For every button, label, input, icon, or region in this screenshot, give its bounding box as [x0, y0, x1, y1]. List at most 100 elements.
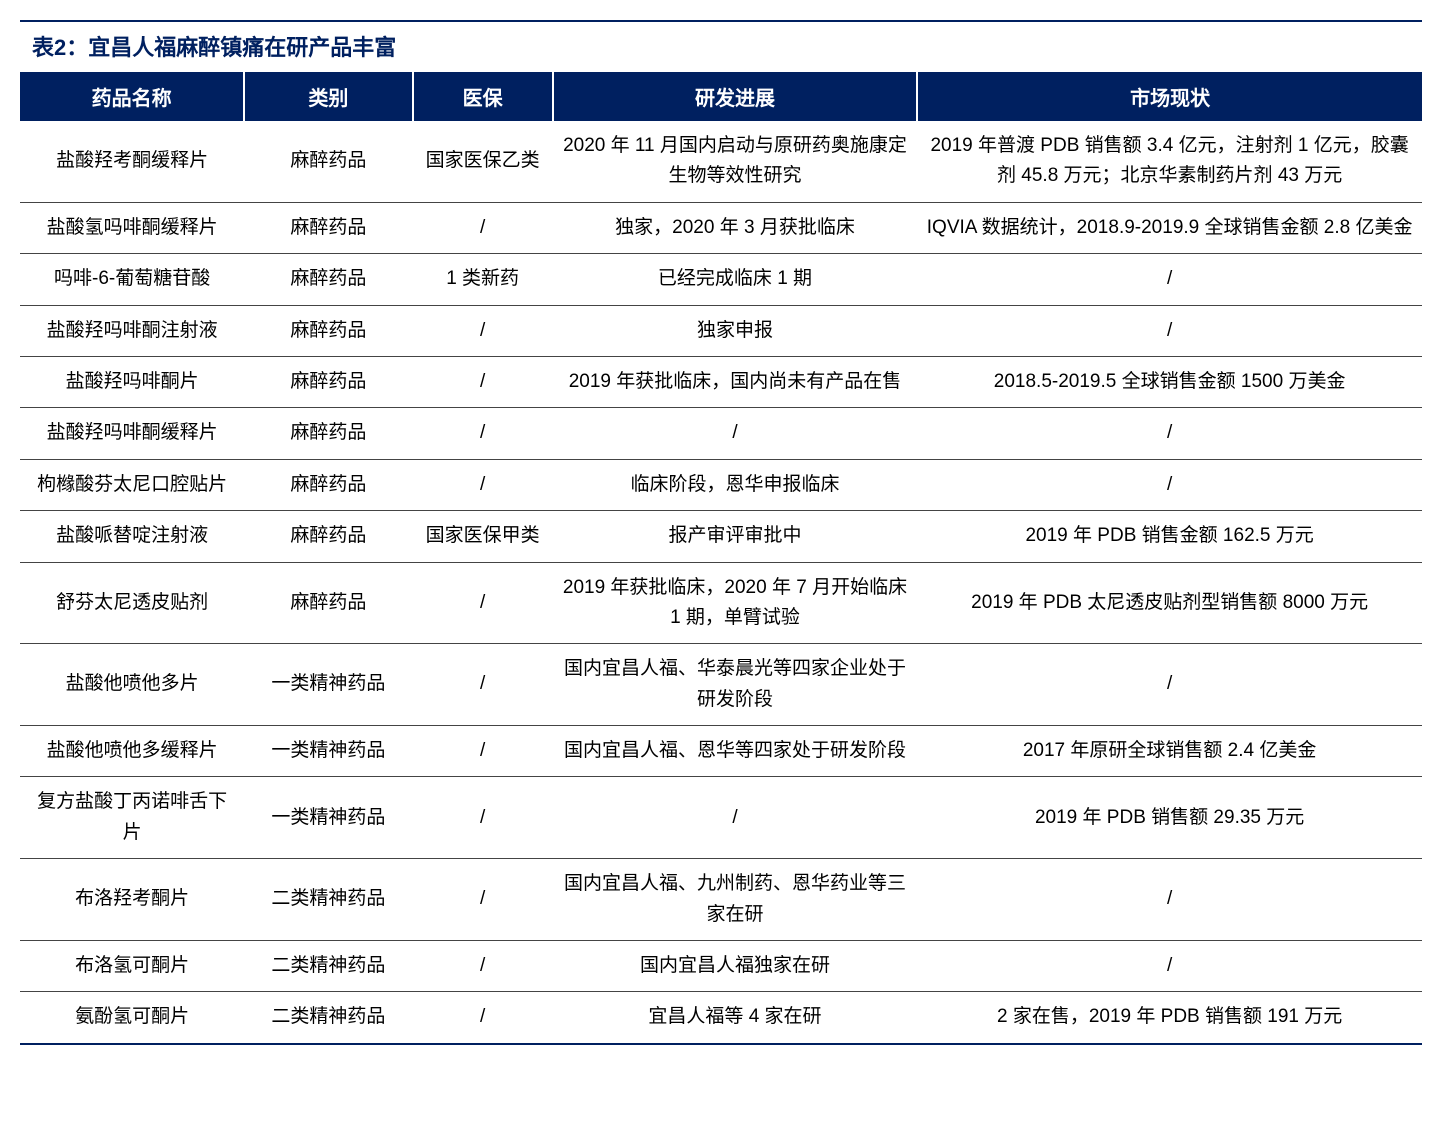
cell-insurance: / — [413, 562, 553, 644]
cell-category: 二类精神药品 — [244, 859, 412, 941]
table-row: 盐酸羟吗啡酮片麻醉药品/2019 年获批临床，国内尚未有产品在售2018.5-2… — [20, 356, 1422, 407]
cell-market: / — [917, 459, 1422, 510]
cell-category: 麻醉药品 — [244, 562, 412, 644]
cell-market: 2019 年普渡 PDB 销售额 3.4 亿元，注射剂 1 亿元，胶囊剂 45.… — [917, 121, 1422, 202]
table-row: 盐酸羟吗啡酮注射液麻醉药品/独家申报/ — [20, 305, 1422, 356]
cell-name: 吗啡-6-葡萄糖苷酸 — [20, 254, 244, 305]
table-row: 盐酸氢吗啡酮缓释片麻醉药品/独家，2020 年 3 月获批临床IQVIA 数据统… — [20, 202, 1422, 253]
table-row: 布洛羟考酮片二类精神药品/国内宜昌人福、九州制药、恩华药业等三家在研/ — [20, 859, 1422, 941]
cell-insurance: / — [413, 408, 553, 459]
cell-market: 2019 年 PDB 太尼透皮贴剂型销售额 8000 万元 — [917, 562, 1422, 644]
cell-name: 盐酸他喷他多片 — [20, 644, 244, 726]
cell-progress: 2020 年 11 月国内启动与原研药奥施康定生物等效性研究 — [553, 121, 918, 202]
cell-name: 盐酸羟考酮缓释片 — [20, 121, 244, 202]
cell-progress: 独家，2020 年 3 月获批临床 — [553, 202, 918, 253]
cell-insurance: / — [413, 644, 553, 726]
cell-category: 一类精神药品 — [244, 726, 412, 777]
cell-market: 2018.5-2019.5 全球销售金额 1500 万美金 — [917, 356, 1422, 407]
cell-name: 盐酸羟吗啡酮注射液 — [20, 305, 244, 356]
table-row: 舒芬太尼透皮贴剂麻醉药品/2019 年获批临床，2020 年 7 月开始临床 1… — [20, 562, 1422, 644]
cell-market: 2 家在售，2019 年 PDB 销售额 191 万元 — [917, 992, 1422, 1044]
cell-name: 枸橼酸芬太尼口腔贴片 — [20, 459, 244, 510]
cell-name: 盐酸羟吗啡酮缓释片 — [20, 408, 244, 459]
data-table: 药品名称 类别 医保 研发进展 市场现状 盐酸羟考酮缓释片麻醉药品国家医保乙类2… — [20, 72, 1422, 1045]
cell-category: 麻醉药品 — [244, 511, 412, 562]
table-body: 盐酸羟考酮缓释片麻醉药品国家医保乙类2020 年 11 月国内启动与原研药奥施康… — [20, 121, 1422, 1044]
col-header-insurance: 医保 — [413, 72, 553, 121]
cell-progress: 宜昌人福等 4 家在研 — [553, 992, 918, 1044]
cell-insurance: / — [413, 202, 553, 253]
cell-market: 2017 年原研全球销售额 2.4 亿美金 — [917, 726, 1422, 777]
cell-name: 盐酸氢吗啡酮缓释片 — [20, 202, 244, 253]
cell-progress: 国内宜昌人福、九州制药、恩华药业等三家在研 — [553, 859, 918, 941]
cell-market: 2019 年 PDB 销售额 29.35 万元 — [917, 777, 1422, 859]
table-row: 盐酸羟考酮缓释片麻醉药品国家医保乙类2020 年 11 月国内启动与原研药奥施康… — [20, 121, 1422, 202]
cell-progress: 国内宜昌人福独家在研 — [553, 941, 918, 992]
cell-progress: / — [553, 408, 918, 459]
cell-insurance: / — [413, 305, 553, 356]
cell-category: 一类精神药品 — [244, 644, 412, 726]
cell-category: 麻醉药品 — [244, 202, 412, 253]
col-header-market: 市场现状 — [917, 72, 1422, 121]
cell-progress: 2019 年获批临床，2020 年 7 月开始临床 1 期，单臂试验 — [553, 562, 918, 644]
cell-market: / — [917, 859, 1422, 941]
cell-insurance: 国家医保乙类 — [413, 121, 553, 202]
table-row: 复方盐酸丁丙诺啡舌下片一类精神药品//2019 年 PDB 销售额 29.35 … — [20, 777, 1422, 859]
table-row: 盐酸羟吗啡酮缓释片麻醉药品/// — [20, 408, 1422, 459]
table-title: 表2：宜昌人福麻醉镇痛在研产品丰富 — [20, 20, 1422, 72]
cell-category: 二类精神药品 — [244, 941, 412, 992]
cell-insurance: / — [413, 992, 553, 1044]
cell-progress: 国内宜昌人福、华泰晨光等四家企业处于研发阶段 — [553, 644, 918, 726]
cell-category: 麻醉药品 — [244, 254, 412, 305]
cell-market: 2019 年 PDB 销售金额 162.5 万元 — [917, 511, 1422, 562]
cell-market: / — [917, 254, 1422, 305]
cell-name: 氨酚氢可酮片 — [20, 992, 244, 1044]
cell-progress: 报产审评审批中 — [553, 511, 918, 562]
cell-insurance: 1 类新药 — [413, 254, 553, 305]
cell-market: / — [917, 408, 1422, 459]
cell-category: 二类精神药品 — [244, 992, 412, 1044]
cell-category: 麻醉药品 — [244, 459, 412, 510]
cell-insurance: / — [413, 356, 553, 407]
cell-insurance: / — [413, 941, 553, 992]
col-header-category: 类别 — [244, 72, 412, 121]
cell-market: IQVIA 数据统计，2018.9-2019.9 全球销售金额 2.8 亿美金 — [917, 202, 1422, 253]
cell-insurance: / — [413, 859, 553, 941]
col-header-progress: 研发进展 — [553, 72, 918, 121]
cell-category: 一类精神药品 — [244, 777, 412, 859]
table-row: 吗啡-6-葡萄糖苷酸麻醉药品1 类新药已经完成临床 1 期/ — [20, 254, 1422, 305]
col-header-name: 药品名称 — [20, 72, 244, 121]
cell-insurance: / — [413, 777, 553, 859]
cell-name: 盐酸哌替啶注射液 — [20, 511, 244, 562]
cell-name: 复方盐酸丁丙诺啡舌下片 — [20, 777, 244, 859]
cell-name: 布洛氢可酮片 — [20, 941, 244, 992]
table-row: 盐酸哌替啶注射液麻醉药品国家医保甲类报产审评审批中2019 年 PDB 销售金额… — [20, 511, 1422, 562]
cell-category: 麻醉药品 — [244, 305, 412, 356]
cell-category: 麻醉药品 — [244, 121, 412, 202]
cell-insurance: / — [413, 459, 553, 510]
cell-progress: 临床阶段，恩华申报临床 — [553, 459, 918, 510]
cell-name: 舒芬太尼透皮贴剂 — [20, 562, 244, 644]
cell-progress: 国内宜昌人福、恩华等四家处于研发阶段 — [553, 726, 918, 777]
table-row: 盐酸他喷他多缓释片一类精神药品/国内宜昌人福、恩华等四家处于研发阶段2017 年… — [20, 726, 1422, 777]
cell-name: 盐酸羟吗啡酮片 — [20, 356, 244, 407]
cell-name: 盐酸他喷他多缓释片 — [20, 726, 244, 777]
cell-progress: 已经完成临床 1 期 — [553, 254, 918, 305]
table-header-row: 药品名称 类别 医保 研发进展 市场现状 — [20, 72, 1422, 121]
table-row: 氨酚氢可酮片二类精神药品/宜昌人福等 4 家在研2 家在售，2019 年 PDB… — [20, 992, 1422, 1044]
cell-market: / — [917, 305, 1422, 356]
cell-name: 布洛羟考酮片 — [20, 859, 244, 941]
table-row: 布洛氢可酮片二类精神药品/国内宜昌人福独家在研/ — [20, 941, 1422, 992]
cell-category: 麻醉药品 — [244, 356, 412, 407]
cell-market: / — [917, 644, 1422, 726]
table-container: 表2：宜昌人福麻醉镇痛在研产品丰富 药品名称 类别 医保 研发进展 市场现状 盐… — [20, 20, 1422, 1045]
cell-market: / — [917, 941, 1422, 992]
table-row: 枸橼酸芬太尼口腔贴片麻醉药品/临床阶段，恩华申报临床/ — [20, 459, 1422, 510]
cell-category: 麻醉药品 — [244, 408, 412, 459]
table-row: 盐酸他喷他多片一类精神药品/国内宜昌人福、华泰晨光等四家企业处于研发阶段/ — [20, 644, 1422, 726]
cell-progress: / — [553, 777, 918, 859]
cell-progress: 2019 年获批临床，国内尚未有产品在售 — [553, 356, 918, 407]
cell-progress: 独家申报 — [553, 305, 918, 356]
cell-insurance: 国家医保甲类 — [413, 511, 553, 562]
cell-insurance: / — [413, 726, 553, 777]
